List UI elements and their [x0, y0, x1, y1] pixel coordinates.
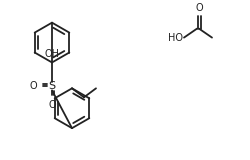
Text: O: O: [29, 81, 37, 91]
Text: O: O: [194, 3, 202, 13]
Text: HO: HO: [167, 33, 182, 43]
Text: OH: OH: [44, 49, 59, 60]
Text: O: O: [48, 100, 56, 110]
Text: S: S: [48, 81, 55, 91]
